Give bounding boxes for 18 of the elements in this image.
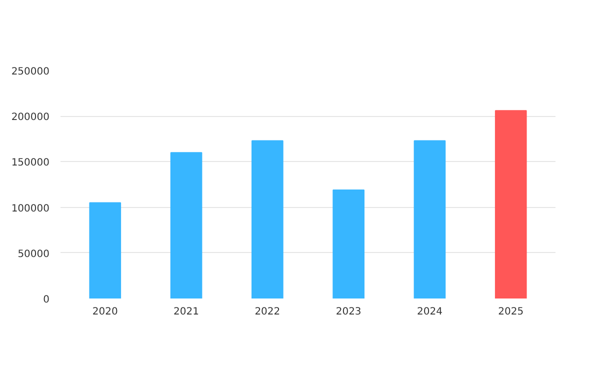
- bar: [332, 189, 364, 298]
- y-tick-label: 200000: [11, 112, 50, 124]
- x-tick-label: 2022: [254, 306, 280, 318]
- bar: [494, 110, 527, 298]
- x-tick-label: 2020: [92, 306, 118, 318]
- x-tick-label: 2021: [174, 306, 200, 318]
- x-tick-label: 2024: [416, 306, 442, 318]
- bar: [414, 140, 446, 298]
- y-tick-label: 150000: [11, 158, 50, 169]
- y-tick-label: 100000: [11, 203, 50, 214]
- y-tick-label: 50000: [18, 248, 50, 260]
- x-tick-label: 2025: [498, 306, 524, 318]
- bar: [170, 152, 202, 298]
- bar: [252, 140, 284, 298]
- bar: [89, 202, 122, 298]
- y-tick-label: 250000: [11, 66, 50, 78]
- y-tick-label: 0: [43, 294, 50, 306]
- x-tick-label: 2023: [336, 306, 362, 318]
